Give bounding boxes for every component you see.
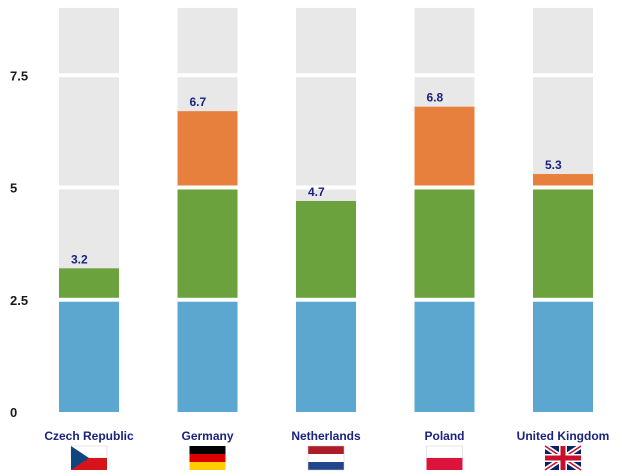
x-axis: Czech Republic Germany Netherlands Poland Un… [44, 429, 610, 473]
bar-segment-orange [177, 111, 238, 186]
bar-value-label: 6.8 [427, 91, 444, 105]
bar-value-label: 5.3 [545, 158, 562, 172]
x-category-label: Netherlands [291, 429, 361, 443]
x-category-label: United Kingdom [517, 429, 610, 443]
netherlands-flag [307, 445, 345, 471]
bar-group [533, 7, 593, 412]
bar-background-band [177, 7, 238, 74]
bar-background-band [296, 77, 356, 186]
bar-group [177, 7, 238, 412]
bar-segment-blue [414, 301, 475, 412]
bar-background-band [59, 7, 119, 74]
polish-flag [426, 445, 463, 470]
bar-group [296, 7, 356, 412]
x-category-label: Germany [181, 429, 233, 443]
x-category-label: Poland [424, 429, 464, 443]
bar-value-label: 3.2 [71, 252, 88, 266]
value-labels: 3.2 6.7 4.7 6.8 5.3 [71, 91, 562, 267]
bar-group [59, 7, 119, 412]
bar-group [414, 7, 475, 412]
bars [59, 7, 593, 412]
bar-background-band [296, 7, 356, 74]
bar-segment-orange [414, 106, 475, 186]
bar-segment-green [533, 189, 593, 298]
bar-segment-blue [296, 301, 356, 412]
y-tick-label: 5 [10, 181, 17, 196]
bar-value-label: 6.7 [190, 95, 207, 109]
bar-value-label: 4.7 [308, 185, 325, 199]
y-tick-label: 7.5 [10, 68, 28, 83]
bar-segment-orange [533, 174, 593, 186]
german-flag [189, 446, 226, 470]
y-tick-label: 2.5 [10, 293, 28, 308]
y-tick-label: 0 [10, 405, 17, 420]
x-category-label: Czech Republic [44, 429, 134, 443]
y-axis: 0 2.5 5 7.5 [10, 68, 28, 420]
bar-background-band [414, 7, 475, 74]
bar-segment-green [296, 200, 356, 298]
bar-segment-blue [177, 301, 238, 412]
uk-flag [543, 443, 583, 473]
bar-background-band [59, 77, 119, 186]
bar-segment-blue [59, 301, 119, 412]
bar-segment-green [177, 189, 238, 298]
bar-segment-green [414, 189, 475, 298]
bar-segment-green [59, 268, 119, 298]
bar-background-band [533, 7, 593, 74]
bar-background-band [533, 77, 593, 186]
bar-segment-blue [533, 301, 593, 412]
czech-flag [70, 445, 108, 470]
